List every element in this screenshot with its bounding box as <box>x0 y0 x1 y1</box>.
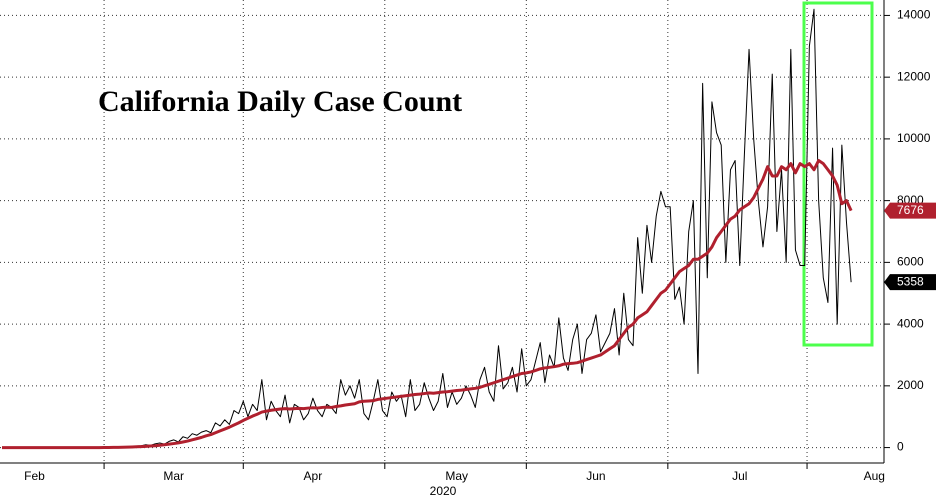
last-value-tag <box>884 274 936 291</box>
plot <box>2 8 853 450</box>
chart-title: California Daily Case Count <box>98 85 462 118</box>
x-tick-label: Mar <box>163 469 184 483</box>
x-tick-label: Feb <box>24 469 45 483</box>
x-tick-label: Jun <box>586 469 605 483</box>
last-value-label: 5358 <box>897 274 924 288</box>
x-tick-label: May <box>445 469 468 483</box>
y-tick-label: 2000 <box>897 378 924 392</box>
series-line <box>2 159 853 450</box>
highlight-box <box>802 1 874 347</box>
y-tick-label: 4000 <box>897 316 924 330</box>
x-tick-label: Aug <box>864 469 885 483</box>
x-tick-label: Jul <box>732 469 747 483</box>
y-tick-label: 6000 <box>897 255 924 269</box>
last-value-label: 7676 <box>897 203 924 217</box>
x-axis-label: 2020 <box>430 484 457 498</box>
y-tick-label: 10000 <box>897 131 931 145</box>
x-tick-label: Apr <box>304 469 323 483</box>
y-tick-label: 0 <box>897 440 904 454</box>
y-tick-label: 14000 <box>897 8 931 22</box>
last-value-tag <box>884 202 936 219</box>
y-tick-label: 12000 <box>897 69 931 83</box>
